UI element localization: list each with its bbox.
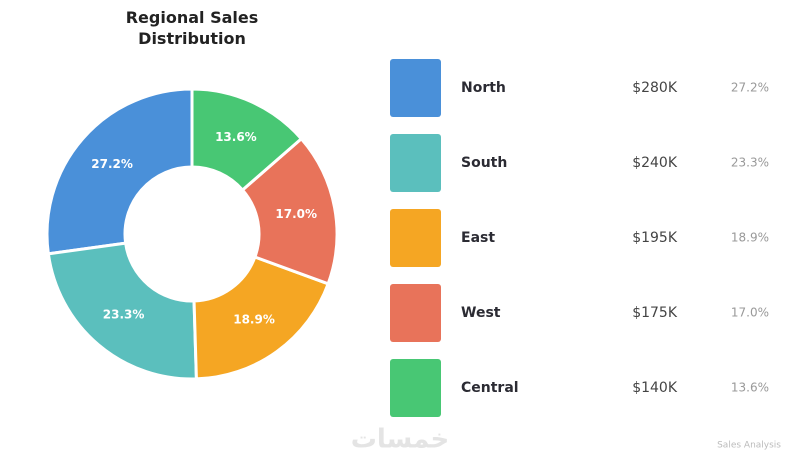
legend-share: 27.2%: [731, 81, 769, 95]
slice: [45, 87, 194, 256]
legend-name: East: [461, 230, 495, 246]
legend-swatch: [390, 209, 441, 267]
slice-label: 23.3%: [103, 307, 145, 321]
legend-swatch: [390, 359, 441, 417]
legend-share: 18.9%: [731, 231, 769, 245]
legend-name: South: [461, 155, 507, 171]
legend-swatch: [390, 134, 441, 192]
legend-value: $240K: [632, 155, 678, 171]
slice: [46, 241, 198, 381]
legend-name: North: [461, 80, 506, 96]
legend-value: $280K: [632, 80, 678, 96]
slice-label: 18.9%: [233, 312, 275, 326]
slice-label: 17.0%: [275, 207, 317, 221]
legend-value: $140K: [632, 380, 678, 396]
legend-share: 17.0%: [731, 306, 769, 320]
footer: Sales Analysis: [717, 441, 781, 451]
slice: [190, 87, 304, 193]
legend-share: 13.6%: [731, 381, 769, 395]
legend-name: Central: [461, 380, 519, 396]
legend-name: West: [461, 305, 501, 321]
slice-label: 27.2%: [91, 157, 133, 171]
legend-swatch: [390, 284, 441, 342]
slice-label: 13.6%: [215, 130, 257, 144]
legend-value: $175K: [632, 305, 678, 321]
legend-share: 23.3%: [731, 156, 769, 170]
slice: [192, 255, 331, 381]
slice: [240, 136, 339, 286]
chart-title: Regional Sales Distribution: [125, 8, 259, 48]
legend-value: $195K: [632, 230, 678, 246]
legend-swatch: [390, 59, 441, 117]
watermark: خمسات: [351, 425, 450, 455]
